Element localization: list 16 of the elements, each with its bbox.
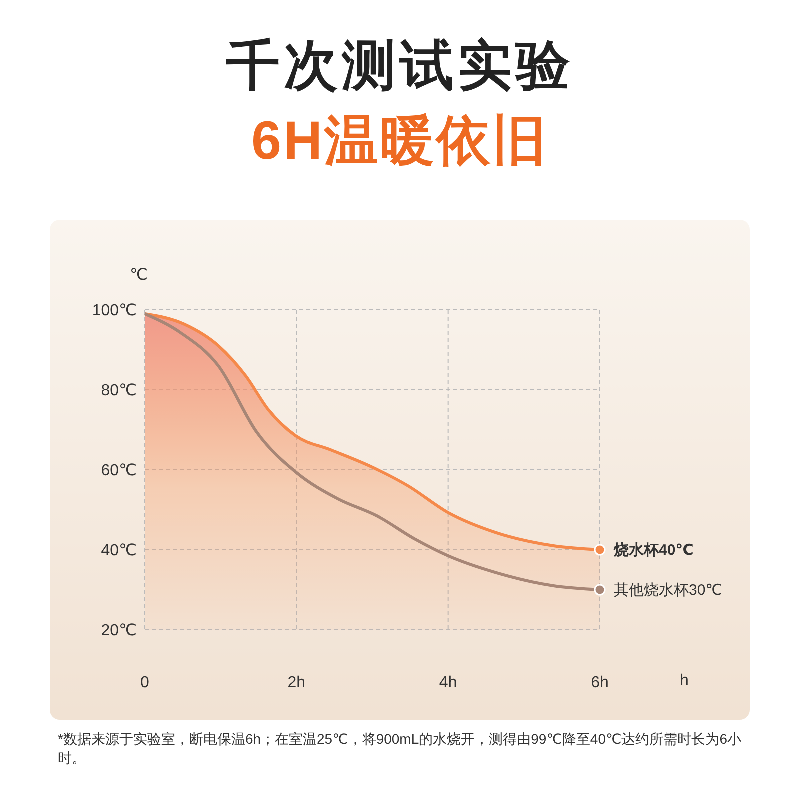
x-tick-label: 6h bbox=[591, 674, 609, 692]
text: *数据来源于实验室，断电保温6h；在室温25℃，将900mL的水烧开，测得由99℃降至40℃达约所需时长为6小时。 bbox=[58, 730, 742, 768]
series-label: 烧水杯40℃ bbox=[613, 542, 694, 559]
y-tick-label: 100℃ bbox=[92, 302, 137, 320]
x-tick-label: 2h bbox=[288, 674, 306, 692]
y-tick-label: 80℃ bbox=[101, 382, 137, 400]
y-axis-title: ℃ bbox=[130, 266, 148, 285]
chart-subtitle: 6H温暖依旧 bbox=[250, 110, 550, 173]
y-tick-label: 20℃ bbox=[101, 622, 137, 640]
series-label: 其他烧水杯30℃ bbox=[614, 582, 723, 599]
y-tick-label: 40℃ bbox=[101, 542, 137, 560]
x-tick-label: 0 bbox=[140, 674, 150, 692]
x-axis-title: h bbox=[680, 672, 689, 690]
chart-title: 千次测试实验 bbox=[225, 35, 575, 98]
x-tick-label: 4h bbox=[439, 674, 458, 692]
y-tick-label: 60℃ bbox=[101, 462, 137, 480]
